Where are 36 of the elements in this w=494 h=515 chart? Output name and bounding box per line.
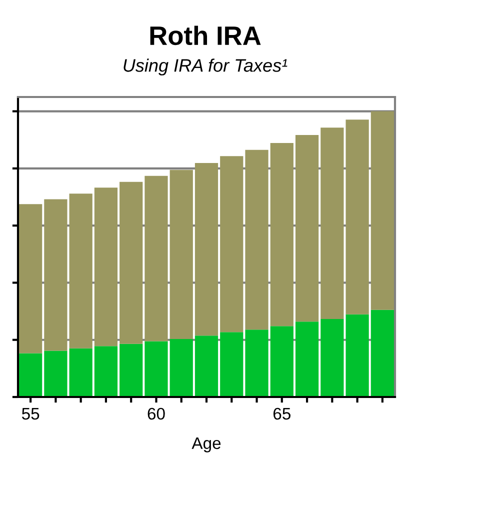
x-axis-title: Age: [192, 437, 221, 452]
bar: [120, 182, 143, 344]
bar: [44, 350, 68, 397]
x-tick-label: 60: [148, 408, 165, 420]
bar: [144, 341, 168, 397]
bar: [194, 336, 218, 397]
bar: [44, 199, 68, 351]
bar: [220, 156, 244, 332]
bar: [295, 135, 319, 322]
bar: [270, 143, 294, 326]
x-tick-label: 55: [22, 408, 40, 420]
bar: [370, 310, 394, 397]
bar: [295, 322, 319, 397]
bar: [170, 339, 193, 397]
bar: [94, 188, 118, 346]
bar: [94, 346, 118, 397]
bar: [69, 348, 92, 397]
bar: [270, 326, 294, 397]
bar: [346, 314, 369, 397]
bar: [370, 111, 394, 310]
bar: [346, 120, 369, 314]
bar: [245, 150, 268, 330]
bar: [19, 204, 42, 354]
bar: [320, 128, 344, 319]
bar: [19, 353, 42, 397]
bar: [69, 194, 92, 348]
bar: [120, 344, 143, 397]
x-tick-label: 65: [273, 408, 290, 420]
bar: [170, 170, 193, 339]
chart-title: Roth IRA: [150, 26, 261, 46]
bar: [245, 330, 268, 397]
bar: [194, 163, 218, 336]
chart-subtitle: Using IRA for Taxes¹: [124, 58, 288, 76]
bar: [144, 176, 168, 342]
bar: [320, 319, 344, 397]
bar: [220, 332, 244, 397]
